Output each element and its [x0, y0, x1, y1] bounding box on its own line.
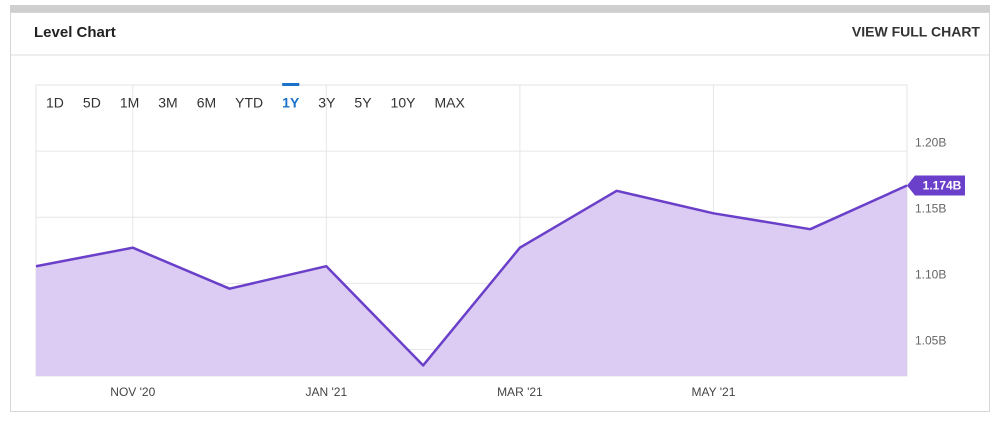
range-button[interactable]: 1M [120, 95, 139, 111]
x-tick-label: JAN '21 [306, 385, 348, 399]
y-tick-label: 1.05B [915, 334, 946, 348]
range-button[interactable]: YTD [235, 95, 263, 111]
range-button[interactable]: 3M [158, 95, 177, 111]
y-tick-label: 1.10B [915, 268, 946, 282]
range-button[interactable]: 5D [83, 95, 101, 111]
x-tick-label: MAR '21 [497, 385, 543, 399]
range-button[interactable]: 6M [197, 95, 216, 111]
value-tag [907, 175, 965, 196]
range-button[interactable]: 3Y [318, 95, 336, 111]
range-button[interactable]: MAX [434, 95, 465, 111]
x-tick-label: NOV '20 [110, 385, 155, 399]
card-title: Level Chart [34, 24, 116, 41]
range-button[interactable]: 5Y [354, 95, 372, 111]
range-button[interactable]: 1Y [282, 95, 300, 111]
selected-indicator [282, 83, 300, 86]
area [36, 185, 907, 376]
range-button[interactable]: 1D [46, 95, 64, 111]
range-button[interactable]: 10Y [391, 95, 417, 111]
line [35, 184, 908, 367]
y-tick-label: 1.15B [915, 201, 946, 215]
value-tag-label: 1.174B [923, 179, 962, 193]
top-bar [10, 5, 990, 12]
y-tick-label: 1.20B [915, 135, 946, 149]
x-tick-label: MAY '21 [692, 385, 736, 399]
view-full-chart[interactable]: VIEW FULL CHART [852, 24, 981, 40]
